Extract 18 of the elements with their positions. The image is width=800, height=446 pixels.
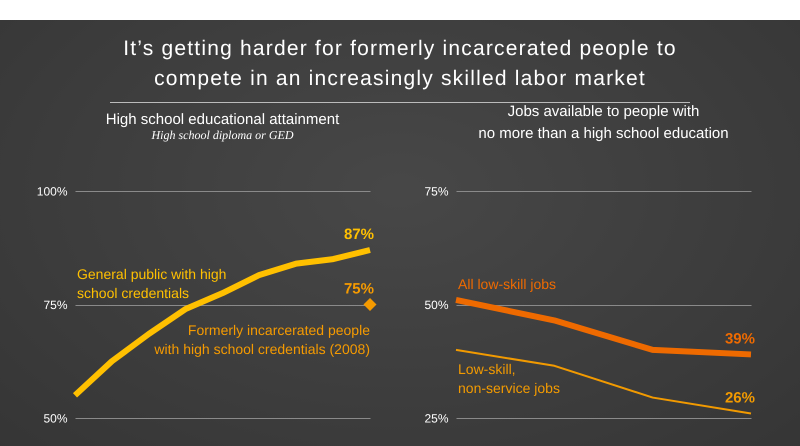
text: It’s getting harder for formerly incarcerated people to compete in an increasingly skilled labor market xyxy=(110,34,690,103)
data-label: 87% xyxy=(344,226,374,244)
data-label: 26% xyxy=(724,389,755,406)
y-tick-label: 75% xyxy=(43,298,68,312)
y-tick-label: 100% xyxy=(36,184,68,198)
y-tick-label: 25% xyxy=(424,412,449,426)
series-label: Low-skill, non-service jobs xyxy=(458,361,560,396)
series-label: Formerly incarcerated people with high school credentials (2008) xyxy=(153,322,370,357)
chart-title: Jobs available to people with no more than a high school education xyxy=(478,103,729,142)
y-tick-label: 50% xyxy=(424,298,449,312)
chart-subtitle: High school diploma or GED xyxy=(150,128,294,142)
series-label: All low-skill jobs xyxy=(458,276,556,292)
y-tick-label: 50% xyxy=(43,412,68,426)
y-tick-label: 75% xyxy=(424,184,449,198)
data-label: 39% xyxy=(724,330,755,348)
chart-title: High school educational attainment xyxy=(106,111,340,128)
series-label: General public with high school credentials xyxy=(77,266,226,301)
data-label: 75% xyxy=(344,280,374,298)
